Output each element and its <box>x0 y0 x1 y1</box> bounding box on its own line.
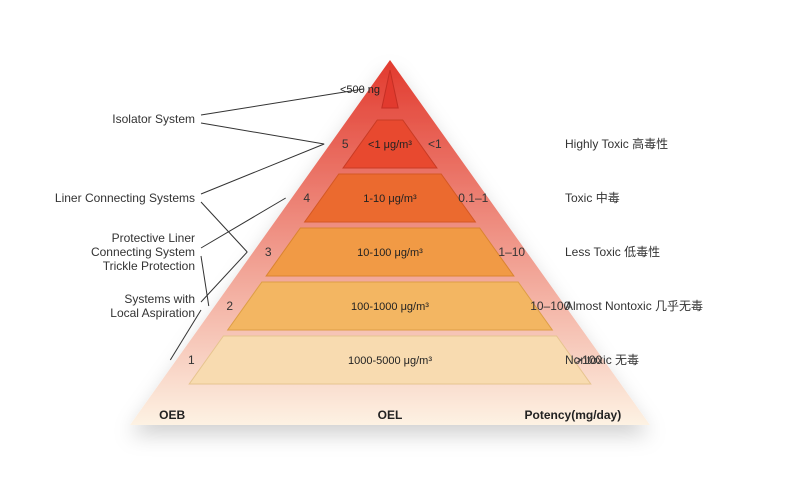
tier-potency-number: 0.1–1 <box>458 191 488 205</box>
system-label: Systems withLocal Aspiration <box>110 292 195 320</box>
tier-oeb-number: 5 <box>342 137 349 151</box>
tier-oel-label: 1-10 μg/m³ <box>363 193 417 205</box>
axis-label-potency: Potency(mg/day) <box>525 408 622 422</box>
tier-oeb-number: 3 <box>265 245 272 259</box>
tier-oel-label: 10-100 μg/m³ <box>357 247 423 259</box>
toxicity-label: Less Toxic 低毒性 <box>565 245 660 259</box>
axis-label-oel: OEL <box>378 408 403 422</box>
system-label: Isolator System <box>112 112 195 126</box>
tier-oeb-number: 1 <box>188 353 195 367</box>
toxicity-label: Highly Toxic 高毒性 <box>565 136 668 151</box>
toxicity-label: Almost Nontoxic 几乎无毒 <box>565 299 703 313</box>
system-leader-line <box>201 89 363 115</box>
toxicity-label: Nontoxic 无毒 <box>565 353 639 367</box>
tier-oel-label: 1000-5000 μg/m³ <box>348 355 432 367</box>
system-label: Protective LinerConnecting SystemTrickle… <box>91 231 195 273</box>
tier-potency-number: <1 <box>428 137 442 151</box>
system-leader-line <box>201 123 324 144</box>
tier-oel-label: 100-1000 μg/m³ <box>351 301 429 313</box>
system-label: Liner Connecting Systems <box>55 191 195 205</box>
tier-oeb-number: 4 <box>303 191 310 205</box>
toxicity-label: Toxic 中毒 <box>565 190 620 205</box>
tier-oel-label: <1 μg/m³ <box>368 139 412 151</box>
tier-oeb-number: 2 <box>226 299 233 313</box>
tier-potency-number: 1–10 <box>498 245 525 259</box>
system-leader-line <box>201 202 247 252</box>
axis-label-oeb: OEB <box>159 408 185 422</box>
